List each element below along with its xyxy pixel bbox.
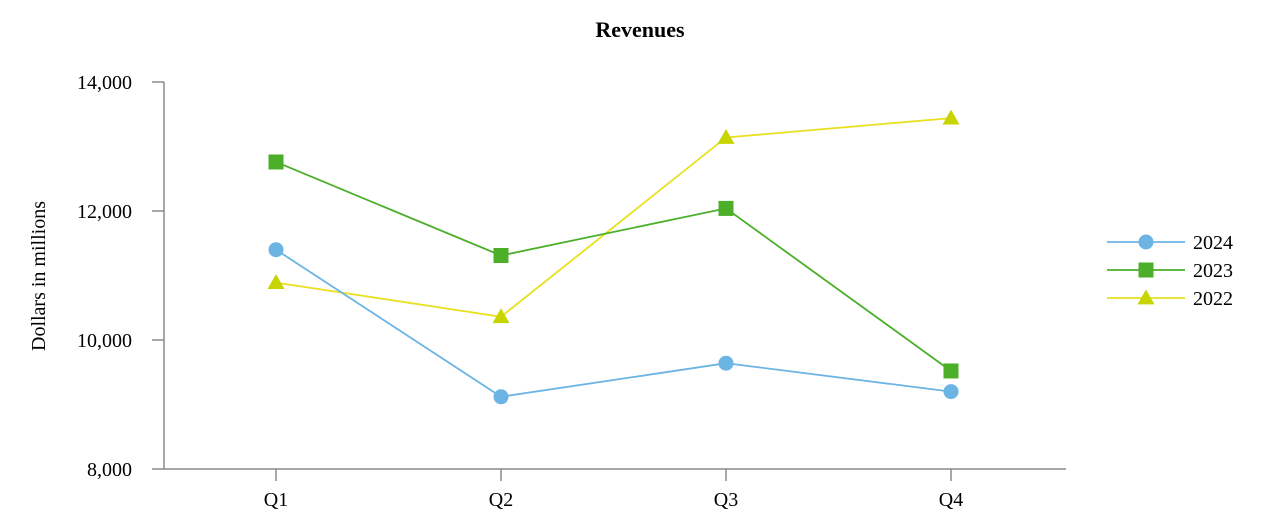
data-point-2022-Q2 [492,308,510,324]
data-point-2023-Q1 [268,154,284,170]
data-point-2022-Q4 [942,109,960,125]
x-tick-label: Q2 [489,489,513,511]
legend-entry-2024: 2024 [1107,232,1233,254]
y-tick-label: 14,000 [77,72,132,94]
axes: 8,000 10,000 12,000 14,000 Q1 Q2 Q3 Q4 [77,72,1066,511]
legend-label: 2023 [1193,260,1233,282]
data-point-2023-Q2 [493,248,509,264]
y-tick-label: 12,000 [77,201,132,223]
legend-label: 2022 [1193,288,1233,310]
y-axis-label: Dollars in millions [28,201,50,351]
data-point-2022-Q3 [717,128,735,144]
series-2022 [267,109,960,324]
legend-entry-2022: 2022 [1107,288,1233,310]
series-line-2022 [275,117,952,318]
x-tick-label: Q3 [714,489,738,511]
data-point-2024-Q3 [718,355,734,371]
series-2024 [268,242,959,405]
series-line-2023 [275,161,952,372]
x-tick-label: Q1 [264,489,288,511]
data-point-2023-Q4 [943,363,959,379]
y-tick-label: 8,000 [87,459,132,481]
x-tick-label: Q4 [939,489,963,511]
y-tick-label: 10,000 [77,330,132,352]
legend-entry-2023: 2023 [1107,260,1233,282]
data-point-2022-Q1 [267,274,285,289]
data-point-2024-Q2 [493,389,509,405]
chart-title: Revenues [595,17,685,42]
series-line-2024 [275,248,952,398]
legend-label: 2024 [1193,232,1233,254]
legend-marker [1138,262,1154,278]
data-point-2023-Q3 [718,200,734,216]
legend-marker [1138,234,1154,250]
legend: 2024 2023 2022 [1107,232,1233,310]
data-point-2024-Q4 [943,384,959,400]
legend-marker [1137,289,1155,305]
data-point-2024-Q1 [268,242,284,258]
series-2023 [268,154,959,379]
series-layer [267,109,960,405]
